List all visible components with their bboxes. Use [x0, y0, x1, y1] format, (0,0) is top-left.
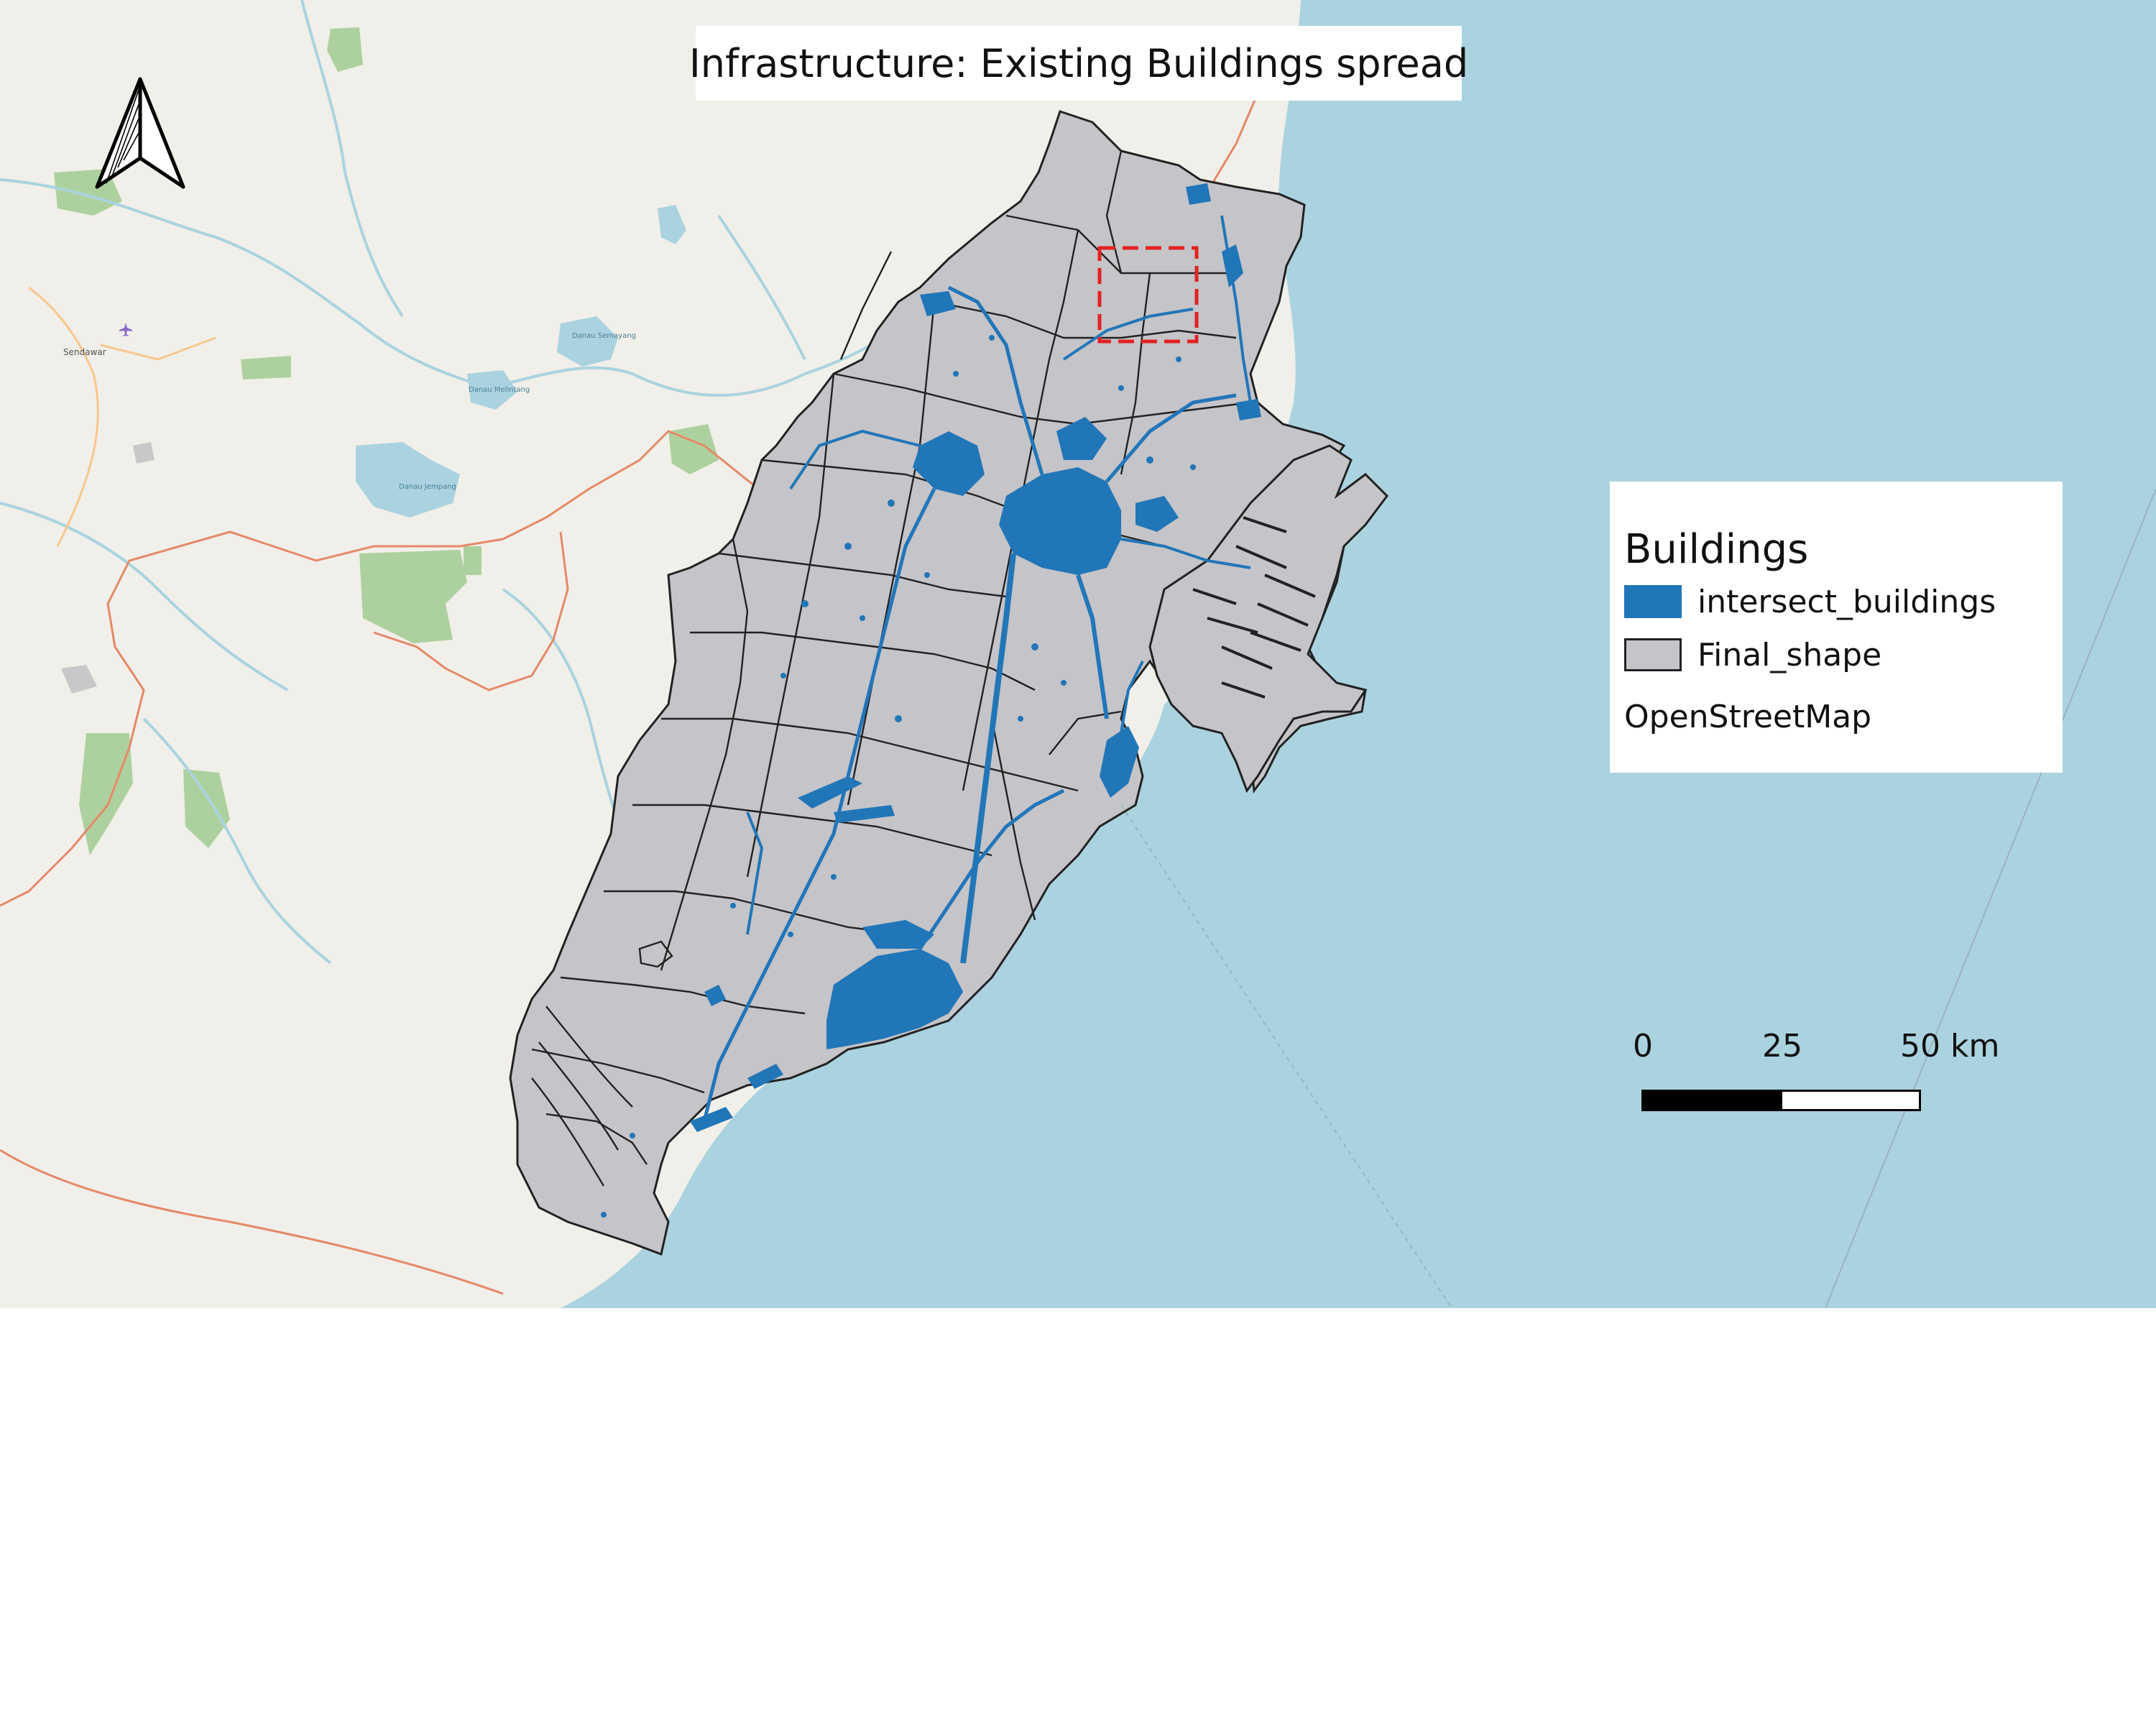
buildings-layer — [601, 183, 1261, 1218]
legend-title: Buildings — [1624, 526, 1809, 573]
building-cluster-south — [826, 949, 963, 1049]
offshore-lines — [1120, 488, 2156, 1308]
legend-swatch-buildings — [1624, 585, 1682, 618]
legend-swatch-final-shape — [1624, 638, 1682, 671]
scale-label-50: 50 km — [1900, 1028, 2000, 1064]
roads — [28, 286, 216, 547]
legend-item-final-shape: Final_shape — [1624, 637, 1881, 673]
building-cluster-center — [999, 467, 1121, 575]
place-label-danau-semayang: Danau Semayang — [572, 332, 636, 340]
map-title-box: Infrastructure: Existing Buildings sprea… — [689, 26, 1468, 101]
north-arrow-icon — [95, 77, 185, 189]
place-label-danau-melintang: Danau Melintang — [469, 386, 530, 394]
airport-icon — [119, 323, 132, 336]
legend-label: intersect_buildings — [1697, 583, 1996, 620]
legend-basemap-label: OpenStreetMap — [1624, 699, 1872, 735]
scale-label-25: 25 — [1762, 1028, 1802, 1064]
legend-item-intersect-buildings: intersect_buildings — [1624, 584, 1996, 620]
lakes — [356, 205, 686, 518]
map-canvas[interactable]: Bontang Sendawar Danau Semayang Danau Me… — [0, 0, 2156, 1308]
place-label-danau-jempang: Danau Jempang — [399, 483, 456, 491]
map-title: Infrastructure: Existing Buildings sprea… — [688, 40, 1469, 86]
scale-segment-white — [1780, 1090, 1921, 1111]
subdistrict-lines — [531, 150, 1251, 1187]
highlight-box — [1097, 246, 1199, 344]
scale-segment-black — [1641, 1090, 1782, 1111]
legend-label: Final_shape — [1697, 636, 1882, 673]
scale-label-0: 0 — [1633, 1028, 1653, 1064]
urban-patches — [61, 442, 155, 694]
delta-shape — [1148, 444, 1388, 794]
place-label-sendawar: Sendawar — [63, 347, 106, 357]
legend: Buildings intersect_buildings Final_shap… — [1610, 482, 2063, 773]
scale-bar: 0 25 50 km — [1603, 1028, 1999, 1121]
